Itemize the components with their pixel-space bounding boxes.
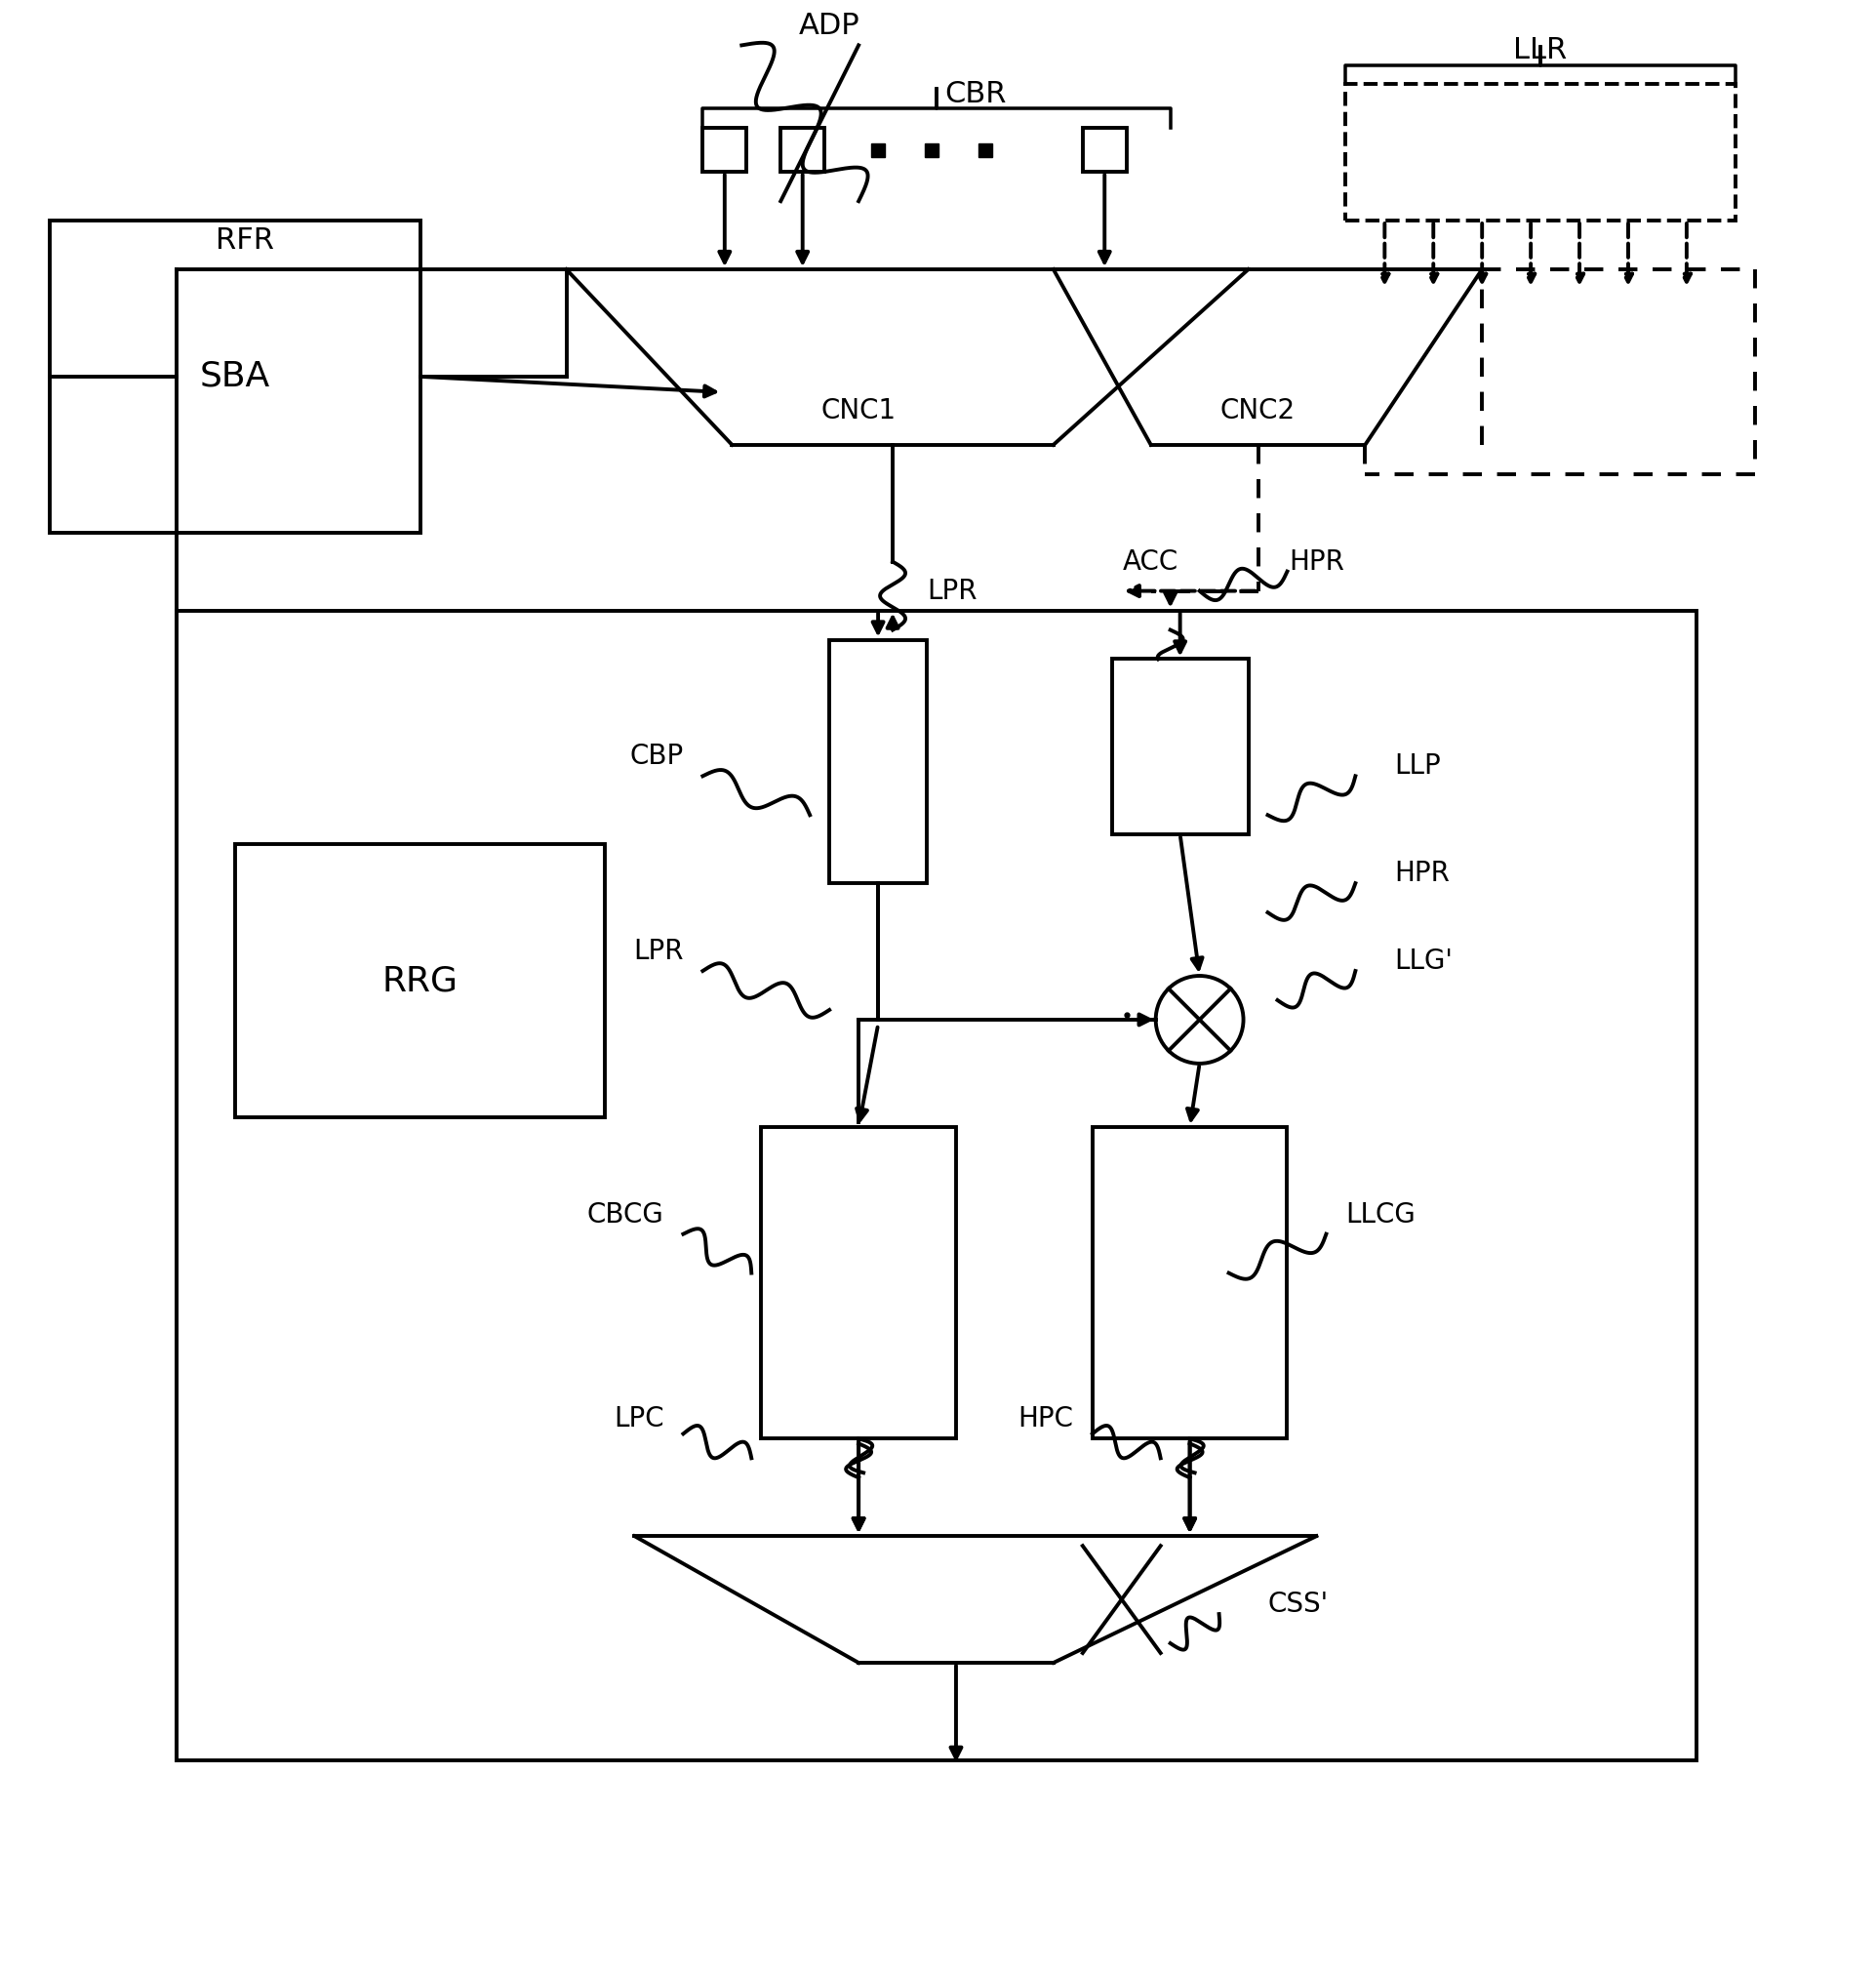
Text: ACC: ACC xyxy=(1122,547,1178,575)
Text: LLCG: LLCG xyxy=(1345,1201,1415,1229)
Text: LPC: LPC xyxy=(613,1405,664,1433)
Text: LLR: LLR xyxy=(1512,36,1566,65)
Text: LLG': LLG' xyxy=(1394,948,1452,974)
Text: HPR: HPR xyxy=(1289,547,1343,575)
Bar xyxy=(1092,1126,1287,1439)
Text: CBP: CBP xyxy=(628,743,683,771)
Bar xyxy=(176,611,1696,1761)
Text: ADP: ADP xyxy=(799,12,859,40)
Text: CBR: CBR xyxy=(944,79,1006,109)
Text: LPR: LPR xyxy=(927,577,977,605)
Text: CNC1: CNC1 xyxy=(820,397,895,425)
Bar xyxy=(780,128,824,172)
Bar xyxy=(234,844,606,1116)
Bar xyxy=(702,128,747,172)
Text: CNC2: CNC2 xyxy=(1219,397,1294,425)
Bar xyxy=(1082,128,1126,172)
Bar xyxy=(762,1126,955,1439)
Bar xyxy=(1111,660,1248,834)
Text: CBCG: CBCG xyxy=(587,1201,664,1229)
Text: LLP: LLP xyxy=(1394,753,1441,781)
Text: RRG: RRG xyxy=(383,964,458,998)
Bar xyxy=(829,640,927,883)
Bar xyxy=(51,221,420,532)
Text: HPR: HPR xyxy=(1394,860,1448,887)
Text: RFR: RFR xyxy=(216,225,274,255)
Text: HPC: HPC xyxy=(1017,1405,1073,1433)
Text: LPR: LPR xyxy=(632,939,683,964)
Text: SBA: SBA xyxy=(201,360,270,393)
Bar xyxy=(1345,85,1735,221)
Text: CSS': CSS' xyxy=(1266,1591,1328,1618)
